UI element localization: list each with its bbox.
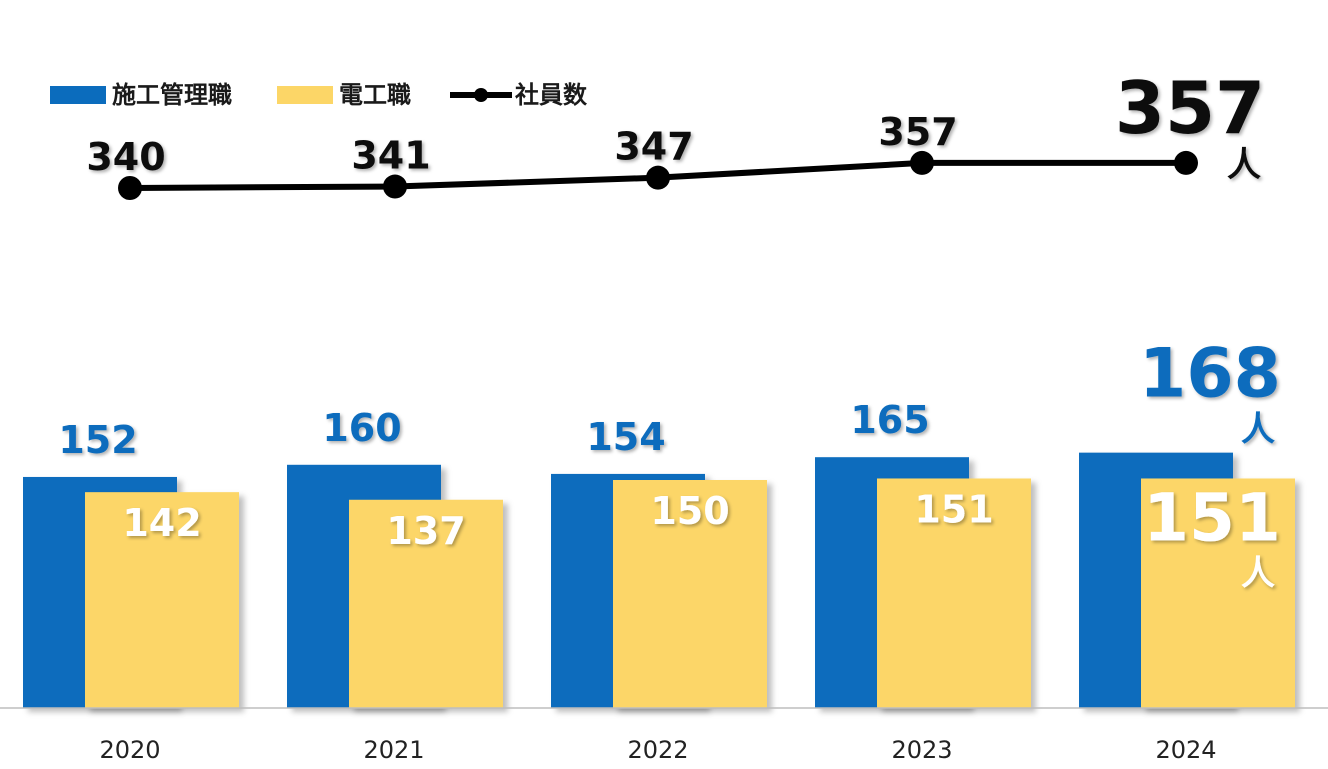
unit-construction-2024: 人 <box>1241 410 1275 450</box>
label-construction-2020: 152 <box>58 418 137 462</box>
tick-label-2020: 2020 <box>99 736 160 764</box>
tick-label-2024: 2024 <box>1155 736 1216 764</box>
label-construction-2022: 154 <box>586 415 665 459</box>
x-axis-ticks: 2020 2021 2022 2023 2024 <box>99 736 1216 764</box>
legend-swatch-marker <box>474 88 488 102</box>
legend-label-employees: 社員数 <box>515 81 588 109</box>
tick-label-2022: 2022 <box>627 736 688 764</box>
tick-label-2023: 2023 <box>891 736 952 764</box>
marker-employees-2022 <box>646 165 670 190</box>
label-employees-2024: 357 <box>1115 66 1265 150</box>
bar-electric-2022 <box>613 480 767 708</box>
marker-employees-2023 <box>910 150 934 175</box>
label-employees-2021: 341 <box>351 134 430 178</box>
label-employees-2020: 340 <box>86 135 165 179</box>
legend-label-construction: 施工管理職 <box>112 81 232 109</box>
label-electric-2024: 151 <box>1143 479 1281 556</box>
marker-employees-2024 <box>1174 150 1198 175</box>
tick-label-2021: 2021 <box>363 736 424 764</box>
legend-label-electric: 電工職 <box>339 81 411 109</box>
label-electric-2022: 150 <box>650 489 729 533</box>
bar-electric-2023 <box>877 478 1031 708</box>
label-electric-2021: 137 <box>386 509 465 553</box>
label-construction-2024: 168 <box>1139 335 1281 414</box>
label-electric-2023: 151 <box>914 487 993 531</box>
legend: 施工管理職 電工職 社員数 <box>50 81 588 109</box>
legend-swatch-bar-yellow <box>277 86 333 104</box>
bar-electric-2020 <box>85 492 239 708</box>
bar-electric-2024 <box>1141 478 1295 708</box>
bar-electric-2021 <box>349 499 503 708</box>
label-electric-2020: 142 <box>122 501 201 545</box>
legend-swatch-bar-blue <box>50 86 106 104</box>
marker-employees-2021 <box>383 174 407 199</box>
unit-employees-2024: 人 <box>1227 145 1261 185</box>
label-employees-2023: 357 <box>878 110 957 154</box>
unit-electric-2024: 人 <box>1241 553 1275 593</box>
label-construction-2023: 165 <box>850 398 929 442</box>
label-construction-2021: 160 <box>322 406 401 450</box>
bars-layer <box>23 452 1295 708</box>
label-employees-2022: 347 <box>614 125 693 169</box>
marker-employees-2020 <box>118 176 142 200</box>
